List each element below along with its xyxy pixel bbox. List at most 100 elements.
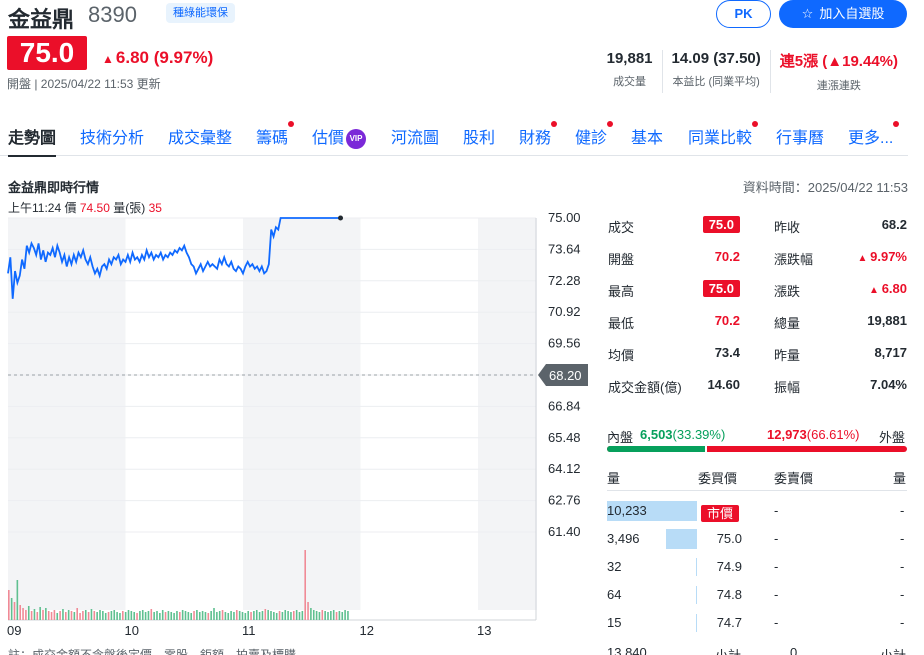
volume-bar [298, 612, 301, 620]
notification-dot-icon [893, 121, 900, 127]
tab-9[interactable]: 基本 [631, 124, 663, 148]
notification-dot-icon [607, 121, 614, 127]
tooltip-price-label: 價 [64, 201, 77, 215]
quote-value: 70.2 [650, 249, 740, 264]
volume-bar [39, 607, 41, 620]
pk-button[interactable]: PK [716, 0, 771, 28]
tab-3[interactable]: 籌碼 [256, 121, 295, 148]
volume-bar [102, 611, 104, 620]
ask-price: - [774, 503, 779, 518]
tab-label: 籌碼 [256, 130, 289, 147]
volume-bar [261, 611, 264, 620]
volume-bar [73, 612, 76, 620]
tab-5[interactable]: 河流圖 [391, 124, 439, 148]
volume-bar [8, 590, 10, 620]
tab-4[interactable]: 估價 VIP [312, 124, 367, 149]
ask-vol-header: 量 [893, 471, 907, 486]
quote-label: 總量 [774, 316, 801, 331]
volume-bar [236, 610, 238, 620]
up-triangle-icon: ▲ [827, 53, 843, 70]
divider [607, 490, 907, 491]
tab-6[interactable]: 股利 [463, 124, 495, 148]
quote-label: 昨收 [774, 220, 801, 235]
volume-bar [22, 608, 24, 620]
outer-value-pct: (66.61%) [806, 427, 860, 442]
volume-bar [247, 611, 249, 620]
volume-bar [59, 611, 61, 620]
volume-bar [213, 608, 215, 620]
tab-label: 成交彙整 [168, 130, 233, 147]
y-tick-label: 72.28 [548, 273, 581, 288]
volume-bar [278, 611, 281, 620]
tab-1[interactable]: 技術分析 [80, 124, 144, 148]
tab-8[interactable]: 健診 [575, 121, 614, 148]
outer-value-num: 12,973 [767, 427, 807, 442]
tab-label: 財務 [519, 130, 552, 147]
ask-volume: - [900, 615, 905, 630]
notification-dot-icon [551, 121, 558, 127]
volume-bar [53, 610, 56, 620]
ask-price: - [774, 615, 779, 630]
volume-bar [273, 612, 275, 620]
volume-bar [258, 612, 261, 620]
bid-price-text: 74.8 [716, 587, 742, 602]
quote-value: 14.60 [650, 377, 740, 392]
bid-volume-bar [607, 501, 697, 521]
quote-value: 70.2 [650, 313, 740, 328]
tab-7[interactable]: 財務 [519, 121, 558, 148]
up-triangle-icon: ▲ [869, 285, 882, 296]
volume-bar [42, 610, 44, 620]
add-watchlist-button[interactable]: ☆ 加入自選股 [779, 0, 907, 28]
quote-label: 成交 [608, 220, 635, 235]
inner-value-pct: (33.39%) [672, 427, 726, 442]
volume-bar [104, 613, 107, 620]
volume-bar [161, 610, 164, 620]
bid-price-header: 委買價 [698, 471, 738, 486]
volume-bar [338, 611, 341, 620]
row-separator [696, 502, 697, 520]
bid-price-text: 75.0 [716, 531, 742, 546]
ask-price: - [774, 531, 779, 546]
volume-bar [164, 612, 167, 620]
tab-10[interactable]: 同業比較 [688, 121, 759, 148]
y-tick-label: 66.84 [548, 398, 581, 413]
quote-label: 開盤 [608, 252, 635, 267]
quote-value: 7.04% [817, 377, 907, 392]
volume-bar [76, 608, 78, 620]
tab-12[interactable]: 更多... [848, 121, 900, 148]
volume-bar [347, 611, 349, 620]
volume-bar [50, 612, 53, 620]
data-time: 資料時間：2025/04/22 11:53 [742, 180, 908, 195]
hour-band [8, 218, 126, 610]
volume-bar [244, 613, 247, 620]
quote-value: ▲ 6.80 [817, 281, 907, 296]
volume-bar [207, 613, 210, 620]
stat-streak-value: 連5漲 (▲19.44%) [779, 53, 898, 70]
row-separator [696, 530, 697, 548]
reference-price-badge [538, 364, 588, 386]
stat-streak-label: 連漲連跌 [816, 80, 861, 92]
volume-bar [27, 606, 30, 620]
volume-bar [150, 609, 153, 620]
up-triangle-icon: ▲ [102, 52, 114, 66]
volume-bar [156, 611, 158, 620]
tab-2[interactable]: 成交彙整 [168, 124, 232, 148]
ask-price: - [774, 559, 779, 574]
quote-value: 75.0 [650, 216, 740, 233]
volume-bar [25, 610, 27, 620]
row-separator [696, 558, 697, 576]
volume-bar [153, 612, 155, 620]
intraday-chart[interactable]: 75.00 73.64 72.28 70.92 69.56 66.84 65.48 64.12… [0, 210, 600, 655]
volume-bar [230, 611, 232, 620]
volume-bar [284, 610, 287, 620]
quote-value-text: 70.2 [714, 313, 740, 328]
volume-bar [116, 612, 118, 620]
tab-11[interactable]: 行事曆 [776, 124, 824, 148]
volume-bar [227, 613, 230, 620]
inner-ratio-fill [607, 446, 708, 452]
tab-0[interactable]: 走勢圖 [8, 124, 57, 157]
x-tick-label: 13 [477, 623, 491, 638]
notification-dot-icon [288, 121, 295, 127]
industry-tag[interactable]: 種綠能環保 [166, 3, 235, 23]
quote-value-text: 14.60 [707, 377, 740, 392]
